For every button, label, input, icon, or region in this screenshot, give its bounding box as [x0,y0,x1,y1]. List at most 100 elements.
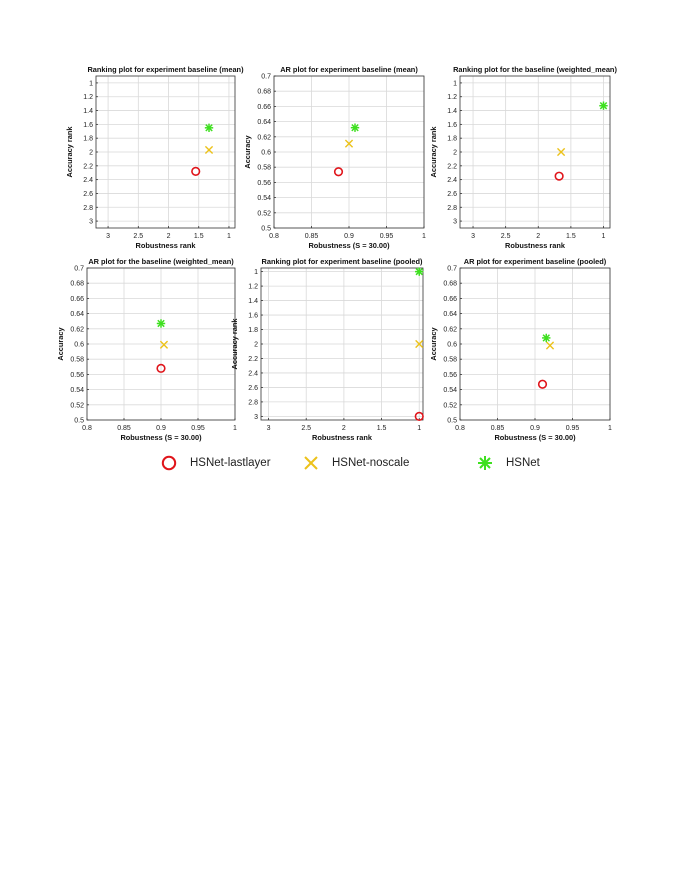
y-tick-label: 0.58 [443,357,457,364]
y-tick-label: 0.66 [443,296,457,303]
data-point-hsnet-lastlayer [414,411,424,421]
x-axis-label: Robustness (S = 30.00) [494,433,576,442]
x-tick-label: 1 [227,233,231,240]
x-tick-label: 2.5 [301,425,311,432]
x-tick-label: 1 [422,233,426,240]
data-point-hsnet [204,123,214,133]
x-tick-label: 0.85 [305,233,319,240]
y-tick-label: 0.68 [257,89,271,96]
y-tick-label: 0.7 [261,74,271,81]
x-tick-label: 0.8 [269,233,279,240]
x-tick-label: 3 [267,425,271,432]
y-tick-label: 1.2 [83,94,93,101]
y-tick-label: 2.2 [83,163,93,170]
legend: HSNet-lastlayer HSNet-noscale HSNet [0,448,676,478]
y-tick-label: 0.6 [447,342,457,349]
y-tick-label: 1.2 [447,94,457,101]
y-tick-label: 1 [453,80,457,87]
data-point-hsnet-noscale [545,341,555,350]
y-tick-label: 3 [254,414,258,421]
x-tick-label: 3 [471,233,475,240]
legend-item-hsnet: HSNet [476,454,540,472]
data-point-hsnet [350,123,360,132]
x-tick-label: 1 [602,233,606,240]
y-tick-label: 2.6 [248,385,258,392]
data-point-hsnet-lastlayer [554,171,564,181]
y-tick-label: 0.5 [261,226,271,233]
y-tick-label: 1.6 [83,122,93,129]
x-tick-label: 0.8 [455,425,465,432]
y-tick-label: 2.2 [248,356,258,363]
data-point-hsnet-lastlayer [537,379,548,389]
y-tick-label: 1.4 [83,108,93,115]
y-tick-label: 0.68 [70,281,84,288]
y-tick-label: 2 [89,150,93,157]
x-tick-label: 2 [536,233,540,240]
legend-label-hsnet-lastlayer: HSNet-lastlayer [190,457,271,469]
x-axis-label: Robustness (S = 30.00) [120,433,202,442]
y-tick-label: 0.7 [447,266,457,273]
x-axis-label: Robustness rank [505,241,566,250]
chart-title: Ranking plot for the baseline (weighted_… [453,65,617,74]
x-tick-label: 2.5 [133,233,143,240]
y-tick-label: 0.52 [443,402,457,409]
y-tick-label: 0.6 [261,150,271,157]
y-tick-label: 0.56 [70,372,84,379]
x-axis-label: Robustness (S = 30.00) [308,241,390,250]
y-tick-label: 0.54 [443,387,457,394]
y-tick-label: 0.64 [443,311,457,318]
x-tick-label: 0.85 [117,425,131,432]
y-tick-label: 1.8 [447,136,457,143]
chart-title: AR plot for experiment baseline (pooled) [464,257,607,266]
circle-marker-icon [161,455,177,471]
x-axis-label: Robustness rank [136,241,197,250]
x-tick-label: 1.5 [194,233,204,240]
x-tick-label: 0.85 [491,425,505,432]
chart-title: Ranking plot for experiment baseline (me… [87,65,244,74]
x-tick-label: 2.5 [501,233,511,240]
data-point-hsnet [415,267,424,276]
y-tick-label: 3 [89,219,93,226]
y-tick-label: 2.6 [447,191,457,198]
x-tick-label: 0.9 [530,425,540,432]
y-tick-label: 2.2 [447,163,457,170]
x-tick-label: 0.95 [380,233,394,240]
y-tick-label: 1 [89,80,93,87]
subplot-1: 3 2.5 2 1.5 1 1 1.2 1.4 1.6 1.8 2 2.2 2.4 2.6 2.8 3 Rank… [65,65,244,250]
y-tick-label: 1.8 [248,327,258,334]
data-point-hsnet-noscale [556,147,566,157]
y-axis-label: Accuracy rank [230,318,239,370]
x-tick-label: 0.95 [566,425,580,432]
y-tick-label: 2.8 [83,205,93,212]
y-tick-label: 0.64 [70,311,84,318]
y-axis-label: Accuracy [429,326,438,360]
data-point-hsnet-lastlayer [333,167,344,177]
x-tick-label: 2 [167,233,171,240]
y-tick-label: 0.6 [74,342,84,349]
y-axis-label: Accuracy rank [65,126,74,178]
data-point-hsnet-lastlayer [156,363,166,373]
legend-label-hsnet-noscale: HSNet-noscale [332,457,410,469]
y-tick-label: 3 [453,219,457,226]
x-tick-label: 0.9 [344,233,354,240]
y-tick-label: 1.6 [248,313,258,320]
data-point-hsnet-noscale [204,145,214,155]
y-tick-label: 0.58 [70,357,84,364]
subplot-5: 3 2.5 2 1.5 1 1 1.2 1.4 1.6 1.8 2 2.2 2.4 2.6 2.8 3 Rank… [230,257,424,442]
x-tick-label: 2 [342,425,346,432]
legend-item-hsnet-lastlayer: HSNet-lastlayer [160,454,271,472]
y-tick-label: 0.54 [257,195,271,202]
y-tick-label: 2.4 [248,370,258,377]
y-tick-label: 2.8 [248,399,258,406]
legend-label-hsnet: HSNet [506,457,540,469]
y-tick-label: 0.52 [70,402,84,409]
y-tick-label: 0.64 [257,119,271,126]
y-tick-label: 2.6 [83,191,93,198]
y-tick-label: 2.4 [83,177,93,184]
y-tick-label: 2 [254,342,258,349]
legend-item-hsnet-noscale: HSNet-noscale [302,454,409,472]
y-tick-label: 2.8 [447,205,457,212]
y-tick-label: 1.8 [83,136,93,143]
y-tick-label: 1.2 [248,284,258,291]
data-point-hsnet-noscale [344,139,354,148]
